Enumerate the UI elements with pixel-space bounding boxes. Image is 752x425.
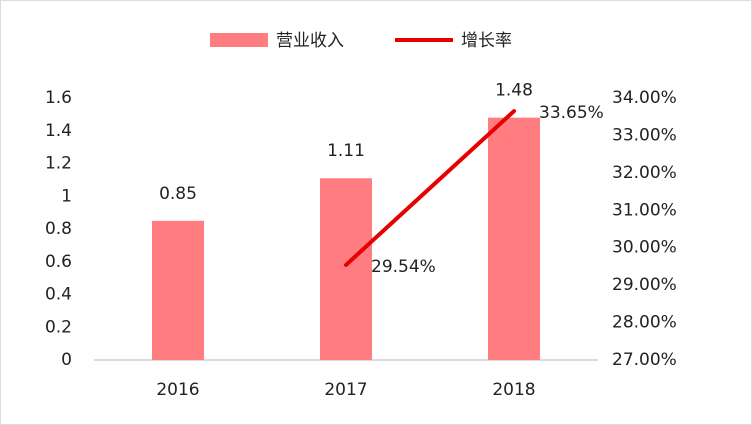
y-tick-label: 0.8	[45, 219, 72, 239]
y-tick-label: 0	[61, 350, 72, 370]
legend-label: 营业收入	[276, 31, 344, 51]
y-tick-label: 1	[61, 186, 72, 206]
line-value-label: 29.54%	[371, 257, 436, 277]
y2-tick-label: 33.00%	[612, 125, 677, 145]
y2-tick-label: 32.00%	[612, 163, 677, 183]
y-tick-label: 1.4	[45, 121, 72, 141]
y2-tick-label: 29.00%	[612, 275, 677, 295]
legend-swatch	[210, 33, 268, 47]
x-tick-label: 2016	[156, 380, 199, 400]
bar-value-label: 1.11	[327, 141, 365, 161]
x-tick-label: 2018	[492, 380, 535, 400]
y-tick-label: 0.6	[45, 252, 72, 272]
line	[344, 109, 516, 267]
x-tick-label: 2017	[324, 380, 367, 400]
y2-tick-label: 27.00%	[612, 350, 677, 370]
y2-tick-label: 28.00%	[612, 313, 677, 333]
bar-value-label: 0.85	[159, 184, 197, 204]
y2-tick-label: 31.00%	[612, 200, 677, 220]
bar	[488, 117, 540, 361]
y-tick-label: 0.2	[45, 317, 72, 337]
bar	[320, 178, 372, 360]
y-tick-label: 1.6	[45, 88, 72, 108]
y-tick-label: 0.4	[45, 285, 72, 305]
bar	[152, 220, 204, 360]
y-tick-label: 1.2	[45, 154, 72, 174]
line-value-label: 33.65%	[539, 103, 604, 123]
y2-tick-label: 34.00%	[612, 88, 677, 108]
y2-tick-label: 30.00%	[612, 238, 677, 258]
bar-value-label: 1.48	[495, 81, 533, 101]
legend-label: 增长率	[461, 31, 512, 51]
